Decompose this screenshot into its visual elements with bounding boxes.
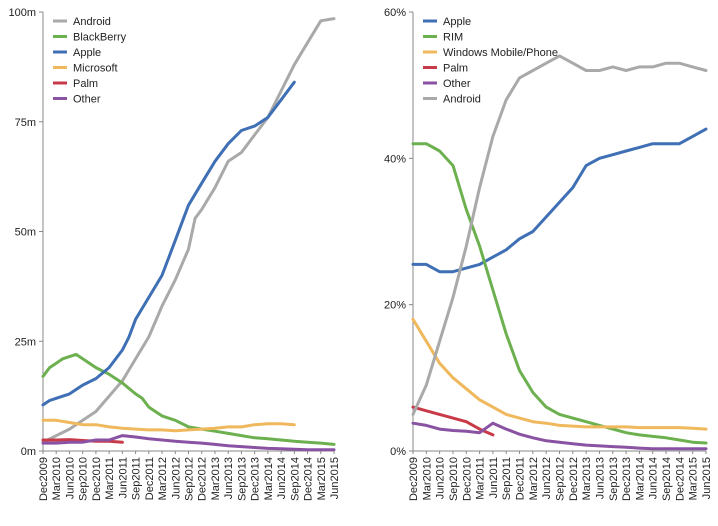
x-tick-label: Jun2012 bbox=[541, 457, 553, 499]
legend-label: RIM bbox=[443, 32, 463, 44]
x-tick-label: Mar2012 bbox=[528, 457, 540, 500]
series-line-palm bbox=[411, 405, 495, 437]
x-tick-label: Mar2013 bbox=[581, 457, 593, 500]
x-tick-label: Dec2012 bbox=[568, 457, 580, 501]
x-tick-label: Jun2015 bbox=[701, 457, 713, 499]
x-tick-label: Sep2013 bbox=[608, 457, 620, 501]
x-tick-label: Dec2009 bbox=[38, 457, 50, 501]
legend: Android BlackBerry Apple Microsoft Palm Other bbox=[53, 16, 127, 106]
series-line-other bbox=[41, 434, 336, 452]
x-tick-label: Mar2015 bbox=[688, 457, 700, 500]
y-tick-label: 40% bbox=[384, 153, 406, 165]
series-line-rim bbox=[411, 142, 708, 445]
series-line-apple bbox=[411, 127, 708, 274]
chart-2: 0%20%40%60%Dec2009 Mar2010 Jun2010 Sep2010 D… bbox=[384, 7, 713, 501]
x-tick-label: Sep2014 bbox=[661, 457, 673, 501]
x-tick-label: Jun2010 bbox=[64, 457, 76, 499]
series-line-other bbox=[411, 421, 708, 451]
x-tick-label: Sep2010 bbox=[448, 457, 460, 501]
legend-label: Android bbox=[73, 16, 111, 28]
x-tick-label: Dec2011 bbox=[515, 457, 527, 500]
x-tick-label: Sep2012 bbox=[555, 457, 567, 501]
y-tick-label: 50m bbox=[15, 227, 36, 239]
series-line-microsoft bbox=[41, 418, 296, 433]
x-tick-label: Sep2013 bbox=[236, 457, 248, 501]
x-tick-label: Dec2009 bbox=[408, 457, 420, 501]
y-tick-label: 60% bbox=[384, 7, 406, 19]
series-line-windows-mobile-phone bbox=[411, 317, 708, 431]
x-tick-label: Sep2011 bbox=[131, 457, 143, 500]
x-tick-label: Mar2010 bbox=[421, 457, 433, 500]
series-line-blackberry bbox=[41, 352, 336, 446]
y-tick-label: 75m bbox=[15, 117, 36, 129]
y-tick-label: 20% bbox=[384, 300, 406, 312]
y-tick-label: 100m bbox=[8, 7, 36, 19]
legend-label: Other bbox=[443, 78, 471, 90]
legend-label: Windows Mobile/Phone bbox=[443, 47, 558, 59]
x-tick-label: Dec2012 bbox=[197, 457, 209, 501]
x-tick-label: Dec2013 bbox=[621, 457, 633, 501]
y-tick-label: 0m bbox=[21, 446, 36, 458]
x-tick-label: Jun2014 bbox=[276, 457, 288, 499]
legend-label: Apple bbox=[443, 16, 471, 28]
x-tick-label: Jun2015 bbox=[329, 457, 341, 499]
x-tick-label: Sep2012 bbox=[184, 457, 196, 501]
x-tick-label: Jun2012 bbox=[170, 457, 182, 499]
x-tick-label: Sep2014 bbox=[289, 457, 301, 501]
x-tick-label: Mar2014 bbox=[263, 457, 275, 500]
series-line-android bbox=[411, 54, 708, 416]
x-tick-label: Sep2011 bbox=[501, 457, 513, 500]
x-tick-label: Jun2010 bbox=[435, 457, 447, 499]
x-tick-label: Mar2010 bbox=[51, 457, 63, 500]
x-tick-label: Mar2012 bbox=[157, 457, 169, 500]
x-tick-label: Dec2010 bbox=[91, 457, 103, 501]
series-line-android bbox=[41, 17, 336, 444]
x-tick-label: Sep2010 bbox=[78, 457, 90, 501]
x-tick-label: Mar2013 bbox=[210, 457, 222, 500]
x-tick-label: Mar2015 bbox=[316, 457, 328, 500]
series-line-apple bbox=[41, 80, 296, 407]
x-tick-label: Jun2013 bbox=[223, 457, 235, 499]
y-tick-label: 25m bbox=[15, 336, 36, 348]
legend-label: BlackBerry bbox=[73, 32, 127, 44]
x-tick-label: Dec2014 bbox=[303, 457, 315, 501]
y-tick-label: 0% bbox=[390, 446, 406, 458]
legend-label: Palm bbox=[73, 78, 98, 90]
x-tick-label: Dec2014 bbox=[674, 457, 686, 501]
x-tick-label: Mar2011 bbox=[475, 457, 487, 500]
x-tick-label: Jun2011 bbox=[117, 457, 129, 498]
legend-label: Other bbox=[73, 94, 101, 106]
x-tick-label: Dec2011 bbox=[144, 457, 156, 500]
legend: Apple RIM Windows Mobile/Phone Palm Other And… bbox=[423, 16, 558, 106]
x-tick-label: Jun2013 bbox=[594, 457, 606, 499]
x-tick-label: Dec2013 bbox=[250, 457, 262, 501]
x-tick-label: Mar2011 bbox=[104, 457, 116, 500]
legend-label: Palm bbox=[443, 63, 468, 75]
x-tick-label: Dec2010 bbox=[461, 457, 473, 501]
legend-label: Apple bbox=[73, 47, 101, 59]
legend-label: Microsoft bbox=[73, 63, 118, 75]
x-tick-label: Jun2014 bbox=[648, 457, 660, 499]
legend-label: Android bbox=[443, 94, 481, 106]
x-tick-label: Jun2011 bbox=[488, 457, 500, 498]
x-tick-label: Mar2014 bbox=[634, 457, 646, 500]
